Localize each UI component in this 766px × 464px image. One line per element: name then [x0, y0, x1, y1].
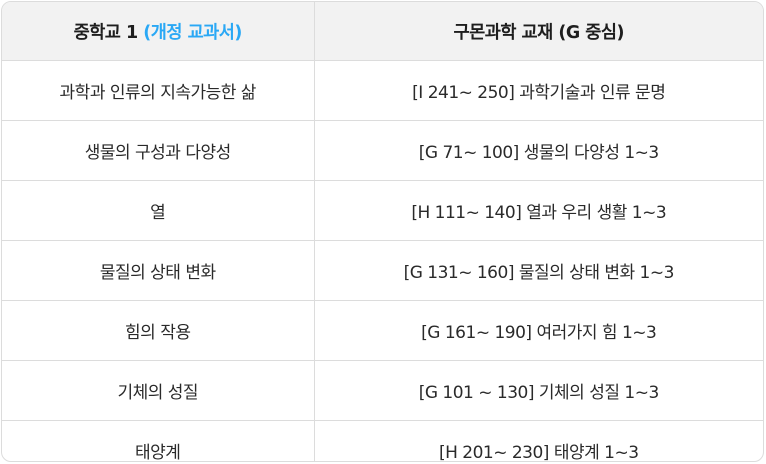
header-col1-label: 중학교 1: [73, 22, 144, 43]
table-row: 생물의 구성과 다양성 [G 71~ 100] 생물의 다양성 1~3: [2, 120, 763, 181]
table-row: 태양계 [H 201~ 230] 태양계 1~3: [2, 420, 763, 462]
material-cell: [G 101 ~ 130] 기체의 성질 1~3: [314, 360, 763, 421]
header-col1-accent: (개정 교과서): [143, 22, 242, 43]
unit-cell: 물질의 상태 변화: [2, 240, 315, 301]
material-cell: [I 241~ 250] 과학기술과 인류 문명: [314, 60, 763, 121]
unit-cell: 생물의 구성과 다양성: [2, 120, 315, 181]
material-cell: [G 71~ 100] 생물의 다양성 1~3: [314, 120, 763, 181]
material-cell: [H 201~ 230] 태양계 1~3: [438, 443, 639, 462]
unit-cell: 과학과 인류의 지속가능한 삶: [2, 60, 315, 121]
header-kumon-material: 구몬과학 교재 (G 중심): [314, 2, 763, 61]
header-middle-school-1: 중학교 1 (개정 교과서): [2, 2, 315, 61]
material-cell: [H 111~ 140] 열과 우리 생활 1~3: [314, 180, 763, 241]
unit-cell: 열: [2, 180, 315, 241]
table-row: 물질의 상태 변화 [G 131~ 160] 물질의 상태 변화 1~3: [2, 240, 763, 301]
unit-cell: 기체의 성질: [2, 360, 315, 421]
table-row: 과학과 인류의 지속가능한 삶 [I 241~ 250] 과학기술과 인류 문명: [2, 60, 763, 121]
unit-cell: 태양계: [2, 420, 315, 461]
table-row: 기체의 성질 [G 101 ~ 130] 기체의 성질 1~3: [2, 360, 763, 421]
material-cell: [G 131~ 160] 물질의 상태 변화 1~3: [314, 240, 763, 301]
material-cell: [G 161~ 190] 여러가지 힘 1~3: [314, 300, 763, 361]
table-row: 열 [H 111~ 140] 열과 우리 생활 1~3: [2, 180, 763, 241]
unit-cell: 힘의 작용: [2, 300, 315, 361]
header-row: 중학교 1 (개정 교과서) 구몬과학 교재 (G 중심): [2, 2, 763, 61]
table-row: 힘의 작용 [G 161~ 190] 여러가지 힘 1~3: [2, 300, 763, 361]
